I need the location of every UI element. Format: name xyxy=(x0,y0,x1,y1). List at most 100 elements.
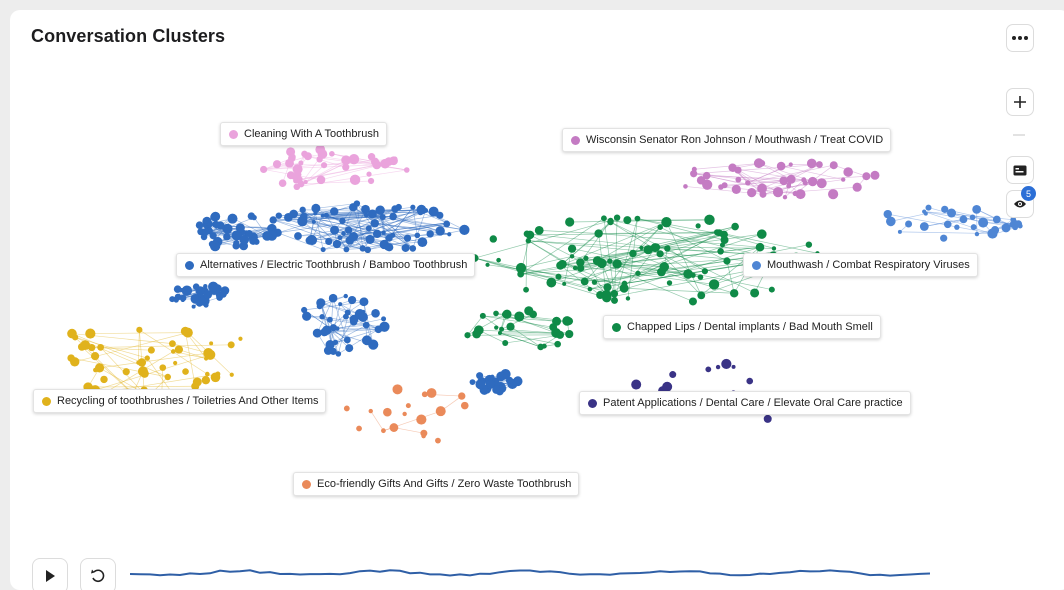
graph-node xyxy=(169,340,176,347)
graph-node xyxy=(769,287,775,293)
graph-node xyxy=(947,209,956,218)
play-button[interactable] xyxy=(32,558,68,590)
cluster-label-recycling[interactable]: Recycling of toothbrushes / Toiletries A… xyxy=(33,389,326,413)
graph-node xyxy=(1012,224,1018,230)
graph-node xyxy=(214,222,221,229)
graph-node xyxy=(423,208,428,213)
cluster-label-text: Cleaning With A Toothbrush xyxy=(244,128,379,140)
graph-node xyxy=(369,409,373,413)
graph-node xyxy=(228,341,235,348)
graph-edge xyxy=(791,165,819,180)
graph-node xyxy=(721,359,731,369)
graph-edge xyxy=(475,258,607,298)
graph-node xyxy=(383,408,392,417)
graph-node xyxy=(246,230,253,237)
graph-node xyxy=(273,160,281,168)
graph-node xyxy=(236,223,245,232)
cluster-swatch xyxy=(302,480,311,489)
graph-node xyxy=(215,371,220,376)
graph-node xyxy=(330,348,337,355)
graph-node xyxy=(415,233,421,239)
graph-node xyxy=(371,309,380,318)
cluster-label-mouthwash[interactable]: Mouthwash / Combat Respiratory Viruses xyxy=(743,253,978,277)
cluster-graph[interactable] xyxy=(10,10,1064,590)
graph-node xyxy=(506,377,513,384)
graph-node xyxy=(759,191,766,198)
graph-node xyxy=(435,438,441,444)
cluster-label-chapped-lips[interactable]: Chapped Lips / Dental implants / Bad Mou… xyxy=(603,315,881,339)
graph-node xyxy=(321,214,325,218)
graph-node xyxy=(745,180,750,185)
graph-node xyxy=(940,235,947,242)
graph-node xyxy=(783,195,787,199)
graph-node xyxy=(731,223,739,231)
cluster-swatch xyxy=(571,136,580,145)
graph-node xyxy=(276,212,282,218)
graph-node xyxy=(787,182,791,186)
graph-node xyxy=(464,332,470,338)
graph-node xyxy=(316,156,322,162)
graph-node xyxy=(233,240,239,246)
graph-node xyxy=(203,302,208,307)
graph-node xyxy=(210,213,218,221)
graph-node xyxy=(368,153,375,160)
graph-node xyxy=(601,215,607,221)
card-view-button[interactable] xyxy=(1006,156,1034,184)
graph-node xyxy=(317,175,326,184)
graph-edge xyxy=(394,428,424,434)
graph-node xyxy=(667,280,672,285)
cluster-label-text: Patent Applications / Dental Care / Elev… xyxy=(603,397,903,409)
graph-node xyxy=(475,379,485,389)
graph-node xyxy=(95,363,104,372)
graph-node xyxy=(524,306,533,315)
graph-node xyxy=(203,290,212,299)
cluster-label-alternatives[interactable]: Alternatives / Electric Toothbrush / Bam… xyxy=(176,253,475,277)
graph-node xyxy=(870,171,879,180)
graph-node xyxy=(704,215,714,225)
graph-node xyxy=(588,287,593,292)
graph-node xyxy=(406,403,411,408)
reset-button[interactable] xyxy=(80,558,116,590)
zoom-in-button[interactable] xyxy=(1006,88,1034,116)
cluster-label-wisconsin[interactable]: Wisconsin Senator Ron Johnson / Mouthwas… xyxy=(562,128,891,152)
conversation-clusters-card: Conversation Clusters Cleaning With A To… xyxy=(10,10,1064,590)
graph-node xyxy=(490,235,497,242)
graph-node xyxy=(279,179,287,187)
graph-edge xyxy=(475,258,590,289)
cluster-swatch xyxy=(752,261,761,270)
graph-node xyxy=(391,205,398,212)
graph-node xyxy=(260,166,267,173)
graph-node xyxy=(562,316,572,326)
graph-node xyxy=(85,328,95,338)
graph-node xyxy=(192,305,196,309)
graph-node xyxy=(196,300,203,307)
cluster-label-patent[interactable]: Patent Applications / Dental Care / Elev… xyxy=(579,391,911,415)
graph-node xyxy=(709,279,719,289)
graph-node xyxy=(123,368,130,375)
graph-node xyxy=(100,376,107,383)
graph-node xyxy=(203,284,207,288)
graph-node xyxy=(435,226,444,235)
graph-node xyxy=(350,175,360,185)
graph-node xyxy=(506,323,514,331)
graph-node xyxy=(975,232,979,236)
cluster-label-cleaning[interactable]: Cleaning With A Toothbrush xyxy=(220,122,387,146)
graph-node xyxy=(524,231,531,238)
graph-node xyxy=(404,167,410,173)
cluster-label-text: Eco-friendly Gifts And Gifts / Zero Wast… xyxy=(317,478,571,490)
zoom-out-button[interactable] xyxy=(1006,122,1032,148)
graph-node xyxy=(293,178,298,183)
graph-node xyxy=(202,228,209,235)
graph-node xyxy=(202,376,210,384)
graph-node xyxy=(321,162,327,168)
graph-node xyxy=(269,235,274,240)
graph-node xyxy=(193,377,202,386)
cluster-label-eco-friendly[interactable]: Eco-friendly Gifts And Gifts / Zero Wast… xyxy=(293,472,579,496)
timeline-waveform[interactable] xyxy=(130,562,930,582)
graph-node xyxy=(304,152,312,160)
graph-node xyxy=(620,284,629,293)
graph-node xyxy=(390,423,399,432)
graph-node xyxy=(535,226,544,235)
graph-node xyxy=(562,282,566,286)
graph-node xyxy=(333,340,338,345)
